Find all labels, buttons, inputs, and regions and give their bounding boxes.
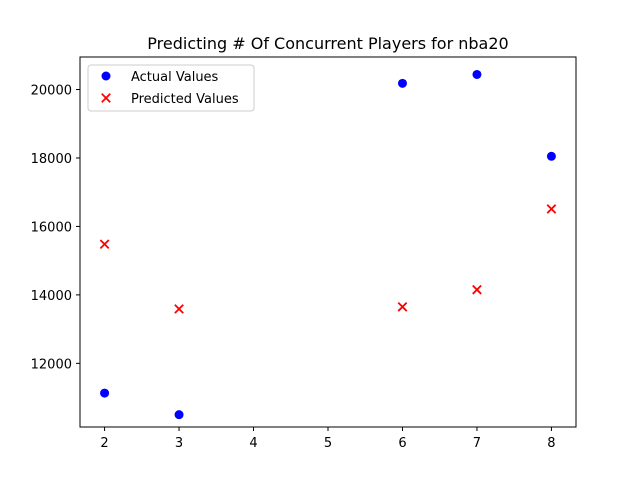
x-axis: 2 3 4 5 6 7 8 bbox=[100, 427, 556, 451]
x-tick-label: 4 bbox=[249, 436, 257, 451]
actual-value-point bbox=[397, 78, 407, 88]
legend-label: Actual Values bbox=[131, 70, 219, 85]
predicted-value-point bbox=[472, 284, 482, 295]
predicted-value-point bbox=[397, 302, 408, 312]
chart-title: Predicting # Of Concurrent Players for n… bbox=[147, 34, 508, 53]
legend-marker bbox=[101, 93, 111, 103]
actual-value-point bbox=[174, 410, 184, 420]
y-axis: 12000 14000 16000 18000 20000 bbox=[31, 84, 80, 372]
predicted-value-point bbox=[546, 204, 557, 214]
y-tick-label: 18000 bbox=[31, 152, 72, 167]
actual-value-point bbox=[546, 151, 556, 161]
y-tick-label: 16000 bbox=[31, 220, 72, 235]
x-tick-label: 6 bbox=[398, 436, 406, 451]
predicted-value-point bbox=[174, 304, 184, 314]
predicted-value-point bbox=[99, 239, 110, 250]
x-tick-label: 5 bbox=[324, 436, 332, 451]
y-tick-label: 20000 bbox=[31, 84, 72, 99]
actual-value-point bbox=[472, 69, 482, 79]
x-tick-label: 8 bbox=[547, 436, 555, 451]
legend-box bbox=[87, 64, 255, 112]
y-tick-label: 14000 bbox=[31, 289, 72, 304]
actual-value-point bbox=[100, 388, 110, 398]
y-tick-label: 12000 bbox=[31, 357, 72, 372]
legend: Actual Values Predicted Values bbox=[87, 64, 255, 112]
x-tick-label: 2 bbox=[100, 436, 108, 451]
x-tick-label: 3 bbox=[175, 436, 183, 451]
plot-area bbox=[99, 69, 557, 420]
x-tick-label: 7 bbox=[473, 436, 481, 451]
legend-label: Predicted Values bbox=[131, 92, 239, 107]
legend-marker bbox=[101, 71, 111, 81]
